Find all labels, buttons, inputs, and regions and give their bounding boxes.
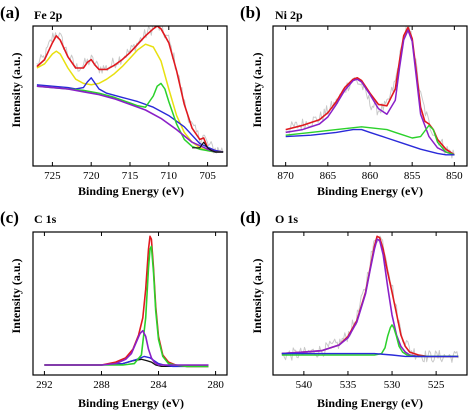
series-c-3 [44,245,209,368]
x-tick-label-c-0: 292 [36,379,53,391]
series-group-c [44,235,209,368]
series-a-5 [36,85,224,153]
x-tick-label-a-2: 715 [122,170,139,182]
series-c-2 [44,235,209,368]
series-group-b [285,26,455,159]
panel-c-letter: (c) [0,208,19,227]
panel-d-letter: (d) [240,208,261,227]
panel-d-xlabel: Binding Energy (eV) [317,396,423,410]
panel-a-xlabel: Binding Energy (eV) [78,184,184,198]
x-tick-label-d-0: 540 [296,379,313,391]
x-tick-label-b-4: 850 [446,170,463,182]
plot-frame-d [272,231,468,376]
series-group-d [281,235,459,363]
x-tick-label-a-3: 710 [161,170,178,182]
panel-d-title: O 1s [275,212,298,226]
panel-a-title: Fe 2p [34,8,63,22]
panel-c: (c) C 1s Intensity (a.u.) Binding Energy… [0,208,184,410]
panel-c-ylabel: Intensity (a.u.) [9,258,23,333]
series-c-4 [44,329,209,366]
panel-c-xlabel: Binding Energy (eV) [78,396,184,410]
x-tick-label-d-3: 525 [428,379,445,391]
x-tick-label-a-4: 705 [199,170,216,182]
series-a-1 [36,26,224,153]
panel-b: (b) Ni 2p Intensity (a.u.) Binding Energ… [240,3,423,198]
panel-c-title: C 1s [34,212,57,226]
panel-a-letter: (a) [0,3,20,22]
series-d-0 [281,235,459,363]
series-b-0 [285,26,455,159]
series-a-2 [36,43,224,153]
plot-c: 292 288 284 280 [32,231,228,391]
panel-a-ylabel: Intensity (a.u.) [9,52,23,127]
plot-d: 540 535 530 525 [272,231,468,391]
series-b-3 [285,124,455,156]
series-d-4 [281,352,459,358]
panel-a: (a) Fe 2p Intensity (a.u.) Binding Energ… [0,3,184,198]
x-tick-label-a-1: 720 [83,170,100,182]
series-a-3 [36,77,224,153]
panel-b-title: Ni 2p [275,8,303,22]
plot-a: 725 720 715 710 705 [32,25,228,182]
x-tick-label-c-1: 288 [93,379,110,391]
x-tick-label-b-2: 860 [362,170,379,182]
x-tick-label-b-3: 855 [404,170,421,182]
series-b-2 [285,29,455,156]
panel-d: (d) O 1s Intensity (a.u.) Binding Energy… [240,208,423,410]
x-tick-label-b-0: 870 [277,170,294,182]
x-tick-label-b-1: 865 [320,170,337,182]
plot-b: 870 865 860 855 850 [272,25,468,182]
panel-b-ylabel: Intensity (a.u.) [250,52,264,127]
series-d-2 [281,238,459,358]
series-d-1 [281,235,459,358]
panel-b-xlabel: Binding Energy (eV) [317,184,423,198]
x-tick-label-a-0: 725 [44,170,61,182]
series-group-a [36,26,224,154]
series-a-6 [192,141,224,153]
series-b-4 [285,128,455,156]
panel-d-ylabel: Intensity (a.u.) [250,258,264,333]
x-tick-label-d-2: 530 [384,379,401,391]
x-tick-label-d-1: 535 [340,379,357,391]
plot-frame-c [32,231,228,376]
x-tick-label-c-2: 284 [150,379,167,391]
x-tick-label-c-3: 280 [207,379,224,391]
panel-b-letter: (b) [240,3,261,22]
series-a-4 [36,82,224,153]
series-b-1 [285,26,455,156]
